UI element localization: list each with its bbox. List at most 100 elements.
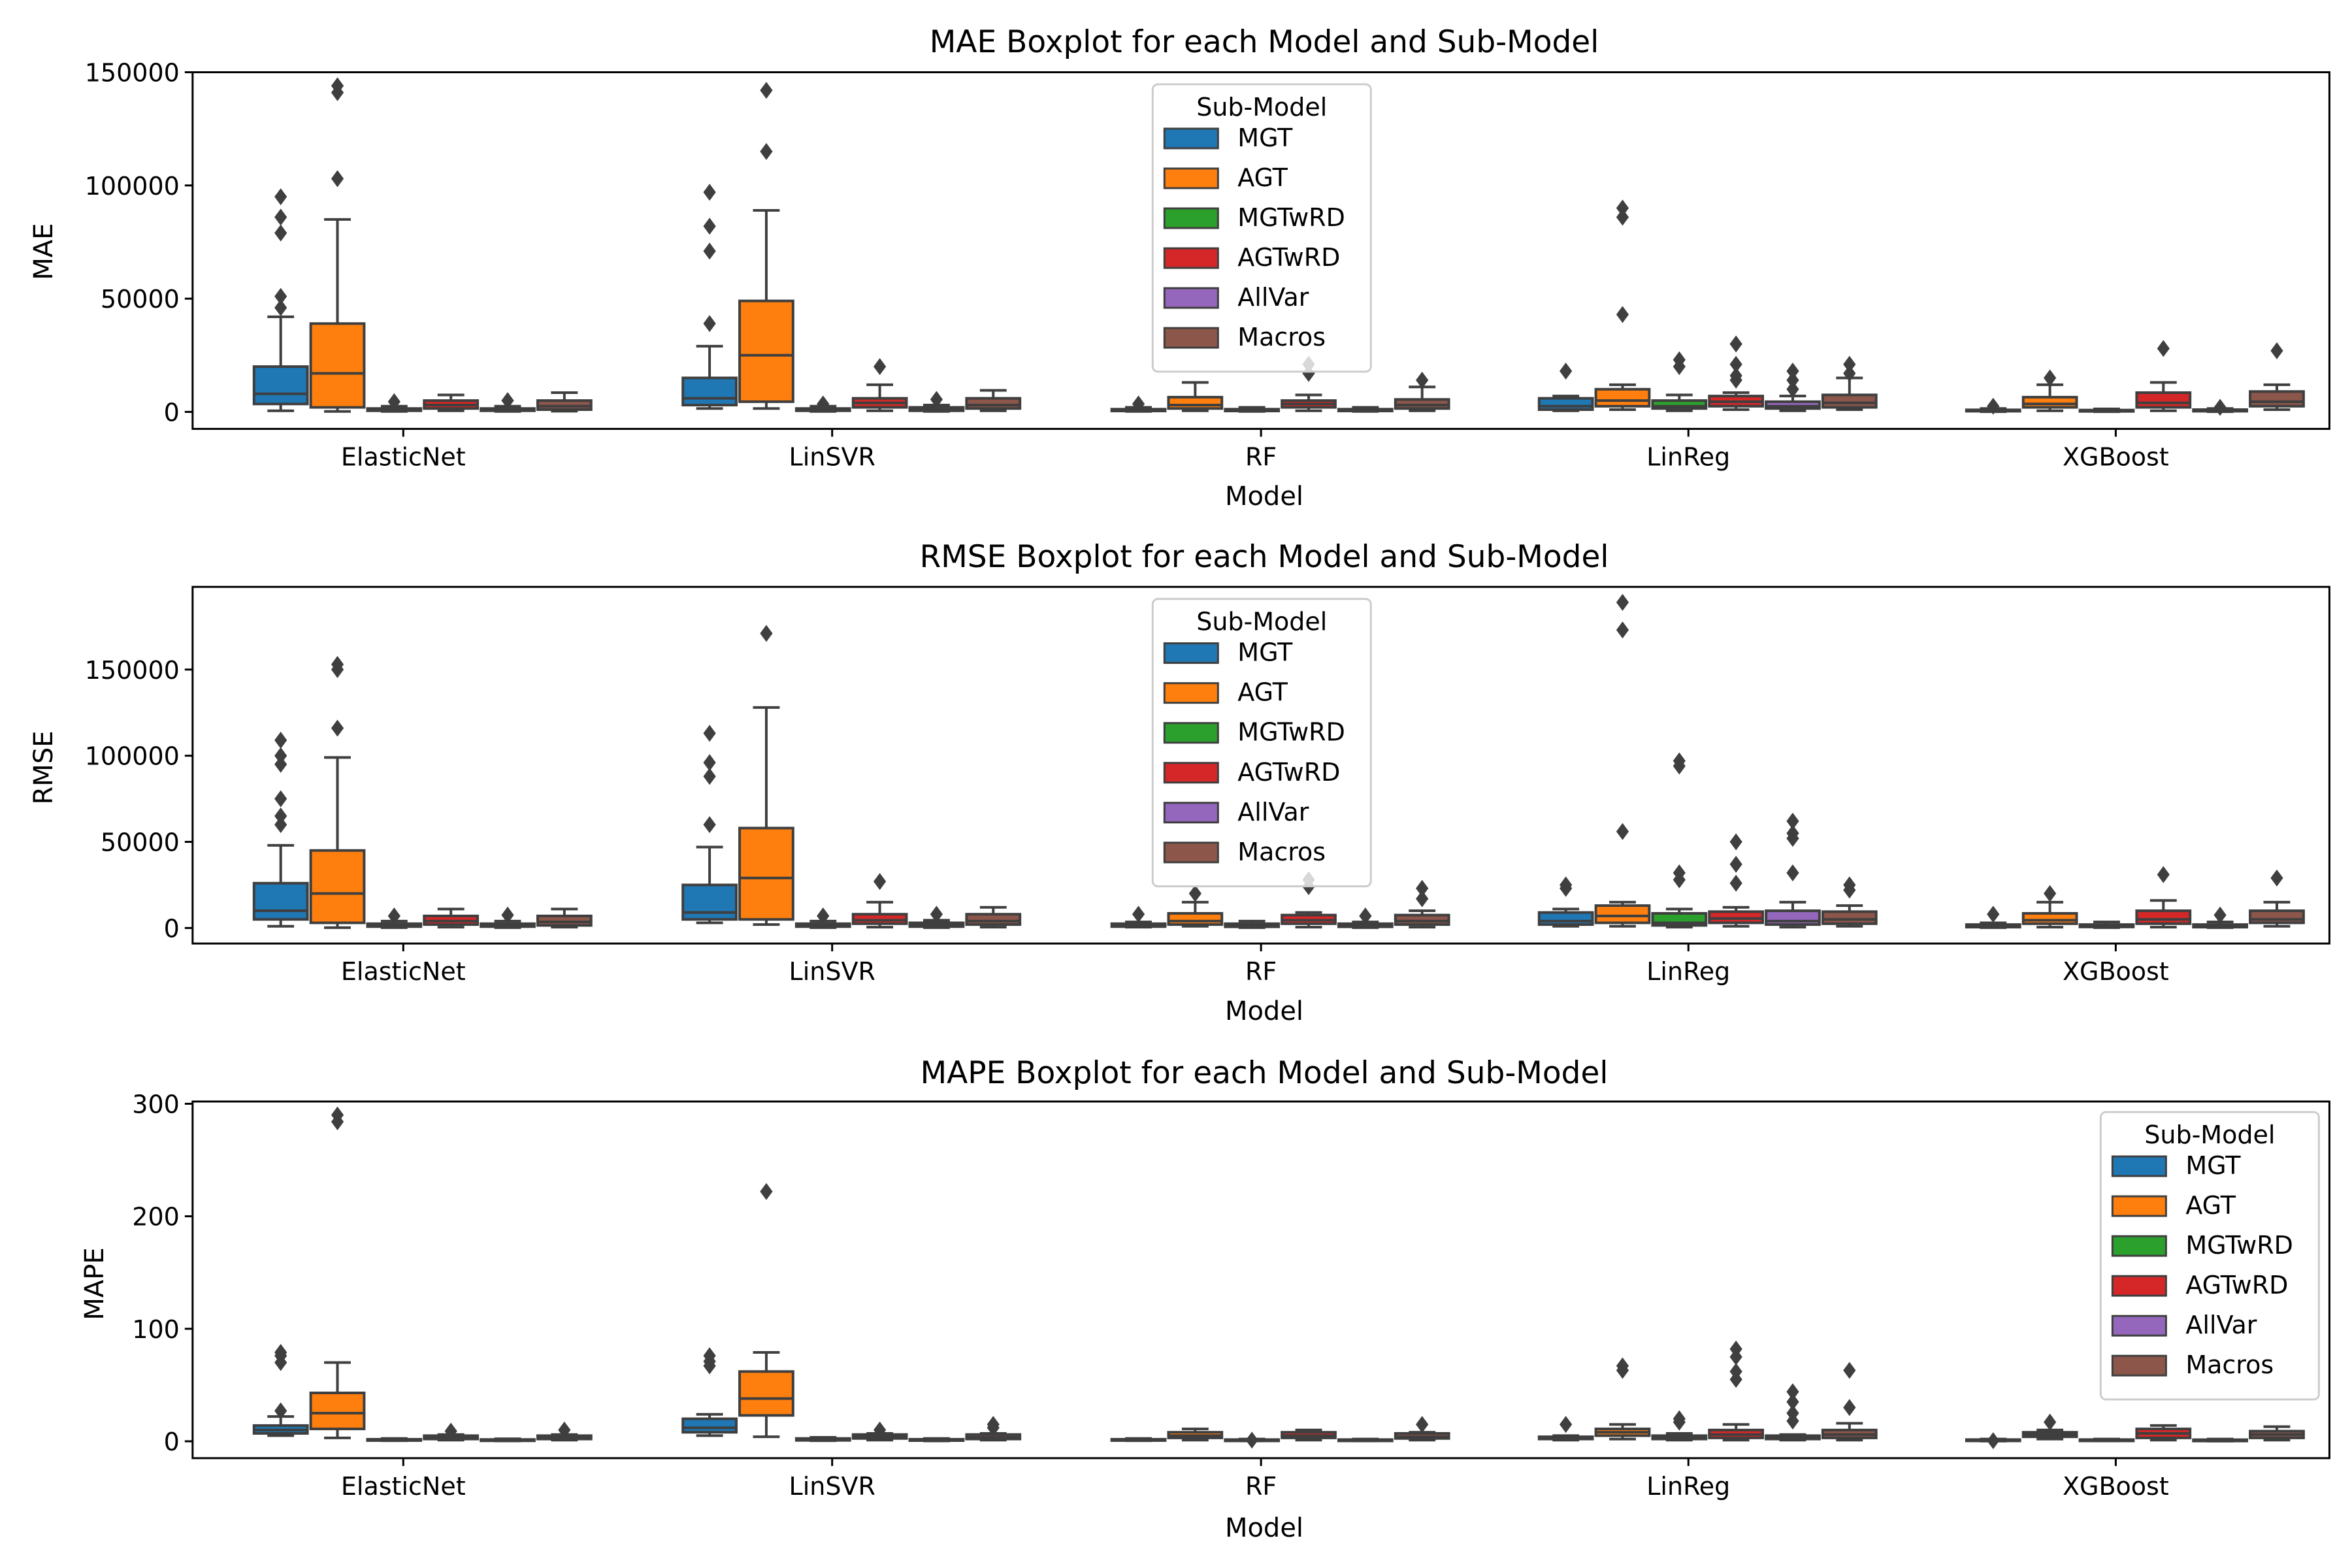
y-tick-label: 0 xyxy=(164,1428,180,1456)
legend-swatch xyxy=(2111,1354,2167,1377)
outlier-point xyxy=(1729,833,1742,851)
box-iqr xyxy=(1167,395,1224,410)
outlier-point xyxy=(1843,876,1856,894)
outlier-point xyxy=(274,755,287,773)
legend-swatch xyxy=(2111,1195,2167,1217)
box-mgt-xgboost xyxy=(1965,906,2021,929)
outlier-point xyxy=(2043,1413,2057,1431)
outlier-point xyxy=(1673,1410,1686,1428)
box-iqr xyxy=(2135,909,2192,925)
box-macros-xgboost xyxy=(2249,342,2305,411)
box-mgtwrd-rf xyxy=(1224,1431,1281,1449)
outlier-point xyxy=(703,218,716,235)
legend-title: Sub-Model xyxy=(1196,608,1327,636)
outlier-point xyxy=(1843,1399,1856,1416)
outlier-point xyxy=(1729,1363,1742,1380)
x-axis-label: Model xyxy=(1225,482,1303,512)
outlier-point xyxy=(331,170,344,188)
box-iqr xyxy=(252,881,309,921)
box-agtwrd-elasticnet xyxy=(423,393,480,412)
box-iqr xyxy=(965,397,1022,410)
legend-swatch xyxy=(1163,127,1219,150)
y-axis-label: MAE xyxy=(29,223,59,280)
box-agtwrd-linreg xyxy=(1708,1340,1765,1442)
box-mgt-linsvr xyxy=(681,725,738,924)
box-iqr xyxy=(1167,911,1224,926)
box-macros-linsvr xyxy=(965,1416,1022,1442)
legend-title: Sub-Model xyxy=(1196,93,1327,122)
box-agt-elasticnet xyxy=(309,1106,366,1439)
legend-label: AGT xyxy=(1237,678,1288,707)
legend-swatch xyxy=(1163,841,1219,864)
box-agtwrd-xgboost xyxy=(2135,340,2192,412)
outlier-point xyxy=(873,1421,887,1439)
legend-swatch xyxy=(1163,642,1219,664)
box-macros-xgboost xyxy=(2249,869,2305,928)
box-macros-elasticnet xyxy=(536,391,593,413)
outlier-point xyxy=(817,907,830,924)
y-axis-label: MAPE xyxy=(80,1247,110,1320)
legend-label: MGTwRD xyxy=(1237,203,1345,232)
outlier-point xyxy=(1188,885,1201,902)
y-tick-label: 300 xyxy=(132,1090,180,1119)
box-mgtwrd-xgboost xyxy=(2078,1437,2135,1443)
outlier-point xyxy=(274,224,287,242)
x-tick-label: ElasticNet xyxy=(341,442,466,471)
box-agtwrd-xgboost xyxy=(2135,1424,2192,1442)
outlier-point xyxy=(1786,864,1799,882)
outlier-point xyxy=(1616,199,1629,217)
box-agt-elasticnet xyxy=(309,655,366,929)
legend-label: MGTwRD xyxy=(2185,1231,2293,1260)
outlier-point xyxy=(387,907,400,924)
outlier-point xyxy=(1786,1383,1799,1401)
x-tick-label: XGBoost xyxy=(2063,957,2169,986)
box-iqr xyxy=(309,849,366,924)
outlier-point xyxy=(873,358,887,376)
outlier-point xyxy=(2157,340,2170,357)
y-tick-label: 150000 xyxy=(85,59,180,88)
outlier-point xyxy=(331,655,344,673)
outlier-point xyxy=(1132,395,1145,413)
outlier-point xyxy=(1729,855,1742,873)
outlier-point xyxy=(1616,823,1629,840)
x-tick-label: XGBoost xyxy=(2063,442,2169,471)
outlier-point xyxy=(873,873,887,890)
outlier-point xyxy=(2270,342,2283,359)
x-tick-label: LinReg xyxy=(1646,1472,1730,1501)
outlier-point xyxy=(760,1183,773,1200)
box-agtwrd-linsvr xyxy=(851,1421,908,1442)
outlier-point xyxy=(1132,906,1145,923)
y-axis-label: RMSE xyxy=(29,731,59,805)
box-mgtwrd-xgboost xyxy=(2078,407,2135,414)
box-mgt-linreg xyxy=(1537,876,1594,928)
box-mgt-xgboost xyxy=(1965,397,2021,415)
outlier-point xyxy=(2213,906,2227,924)
box-mgtwrd-linsvr xyxy=(794,395,851,413)
box-mgtwrd-rf xyxy=(1224,406,1281,413)
outlier-point xyxy=(1560,876,1573,894)
outlier-point xyxy=(2043,885,2057,902)
outlier-point xyxy=(1786,371,1799,389)
x-tick-label: RF xyxy=(1245,1472,1277,1501)
outlier-point xyxy=(930,906,943,923)
box-mgt-rf xyxy=(1110,906,1167,929)
legend-label: MGT xyxy=(2185,1151,2241,1180)
legend-swatch xyxy=(1163,167,1219,189)
x-tick-label: LinReg xyxy=(1646,442,1730,471)
legend-label: AllVar xyxy=(1237,798,1309,826)
y-tick-label: 200 xyxy=(132,1203,180,1232)
outlier-point xyxy=(1843,355,1856,373)
box-iqr xyxy=(1537,397,1594,411)
y-tick-label: 100000 xyxy=(85,742,180,771)
outlier-point xyxy=(703,768,716,785)
panel-title: MAE Boxplot for each Model and Sub-Model xyxy=(930,24,1599,60)
box-mgtwrd-linreg xyxy=(1651,752,1708,929)
outlier-point xyxy=(1843,365,1856,382)
box-allvar-linreg xyxy=(1765,812,1821,929)
outlier-point xyxy=(1416,890,1429,907)
box-mgt-elasticnet xyxy=(252,731,309,928)
box-macros-rf xyxy=(1394,371,1450,412)
